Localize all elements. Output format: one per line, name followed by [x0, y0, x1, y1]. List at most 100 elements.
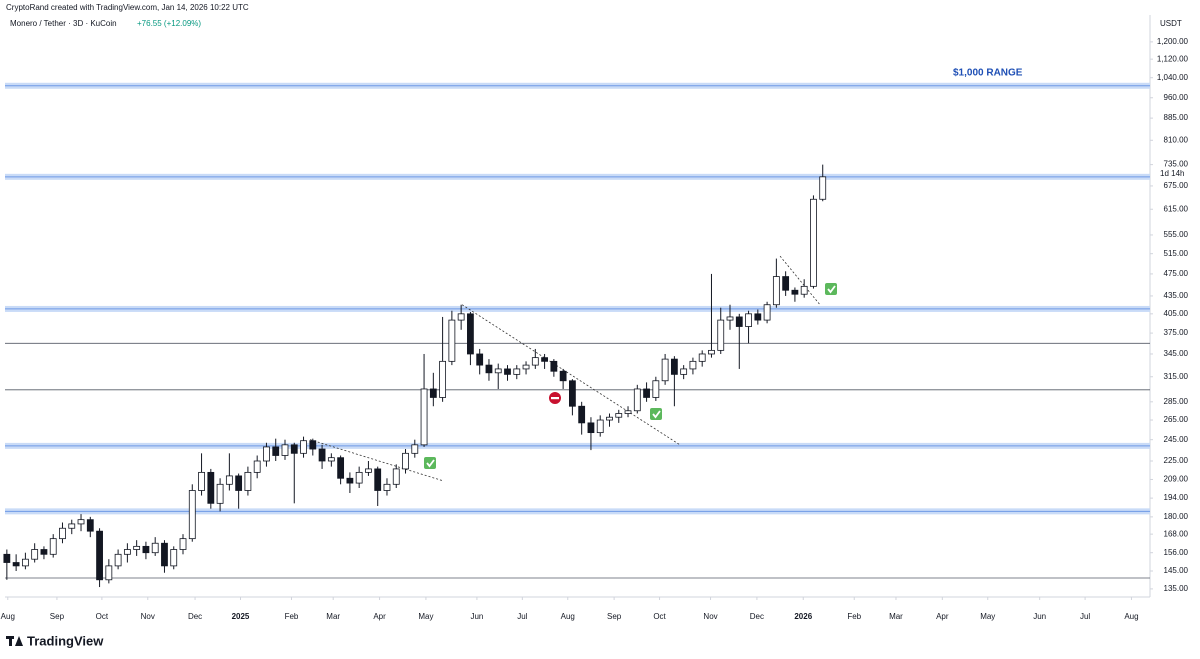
x-tick-label: 2025: [232, 612, 250, 621]
candle: [559, 368, 567, 389]
candle-body: [448, 319, 456, 362]
candle-body: [559, 370, 567, 382]
candle-body: [541, 357, 548, 362]
candle: [123, 543, 131, 563]
candle-body: [272, 446, 280, 456]
candle-body: [522, 364, 530, 370]
candle: [96, 528, 103, 588]
candle-body: [77, 519, 85, 525]
candle-body: [726, 316, 734, 321]
candle: [142, 541, 150, 560]
candle: [161, 540, 168, 573]
candle: [179, 534, 187, 555]
candle-body: [300, 440, 307, 454]
candle: [383, 478, 391, 496]
currency: USDT: [1160, 19, 1182, 28]
y-tick-label: 675.00: [1164, 181, 1189, 190]
candle-body: [151, 542, 159, 554]
range-annotation: $1,000 RANGE: [953, 68, 1023, 79]
candle-body: [457, 313, 465, 321]
candle: [253, 455, 261, 479]
x-tick-label: Aug: [561, 612, 575, 621]
candle: [698, 350, 706, 367]
candle-body: [615, 413, 623, 418]
candle: [448, 310, 456, 366]
candle-body: [439, 360, 447, 398]
candle: [12, 554, 20, 572]
x-tick-label: Dec: [750, 612, 764, 621]
candle-body: [225, 475, 233, 485]
y-tick-label: 315.00: [1164, 372, 1189, 381]
candle-body: [717, 319, 725, 351]
candle-body: [216, 483, 224, 504]
candle-body: [68, 523, 76, 529]
x-tick-label: Mar: [889, 612, 903, 621]
candle: [337, 455, 345, 485]
candle: [541, 353, 548, 369]
y-tick-label: 615.00: [1164, 204, 1189, 213]
candle-body: [504, 368, 511, 375]
candle: [587, 417, 595, 451]
candle: [494, 363, 502, 389]
candle: [235, 473, 243, 509]
candle: [86, 516, 94, 538]
x-tick-label: Jun: [1033, 612, 1046, 621]
candle: [457, 304, 465, 330]
candle: [21, 552, 29, 570]
candle-body: [374, 468, 382, 491]
candle-body: [569, 380, 576, 407]
candle-body: [309, 440, 317, 450]
y-tick-label: 375.00: [1164, 328, 1189, 337]
candle: [207, 468, 215, 509]
candle-body: [735, 316, 743, 327]
candle-body: [810, 198, 817, 287]
candle-body: [708, 349, 715, 355]
candle: [77, 514, 85, 532]
candle-body: [680, 368, 688, 375]
trendline: [779, 255, 821, 305]
candle: [819, 164, 827, 202]
candle-body: [40, 549, 48, 555]
x-tick-label: Nov: [141, 612, 155, 621]
candle: [198, 453, 205, 496]
candle: [670, 356, 678, 407]
candle-body: [513, 368, 521, 375]
candle-body: [587, 422, 595, 434]
candle-body: [791, 289, 799, 295]
candle: [263, 442, 270, 467]
candle: [708, 273, 715, 358]
y-tick-label: 960.00: [1164, 93, 1189, 102]
plot: [3, 82, 1150, 588]
candle: [513, 365, 521, 380]
candle-body: [86, 519, 94, 532]
x-tick-label: Jul: [1080, 612, 1090, 621]
candle: [643, 382, 650, 402]
candle: [59, 522, 66, 544]
candle: [680, 365, 688, 380]
candle-body: [263, 446, 270, 462]
candle-body: [235, 475, 243, 491]
candle-body: [578, 405, 586, 424]
candle-body: [188, 490, 196, 540]
trendline: [309, 439, 443, 482]
y-tick-label: 1,200.00: [1157, 37, 1189, 46]
candle-body: [476, 353, 484, 366]
check-icon: [650, 408, 662, 420]
candle: [596, 415, 604, 437]
candle-body: [596, 419, 604, 434]
y-tick-label: 435.00: [1164, 291, 1189, 300]
candle-body: [49, 538, 57, 555]
x-tick-label: Oct: [653, 612, 666, 621]
candle: [68, 519, 76, 535]
candle: [225, 453, 233, 491]
candle: [689, 357, 697, 375]
candle: [735, 313, 743, 369]
candle: [290, 442, 298, 504]
candle: [411, 439, 419, 458]
candle-body: [429, 388, 437, 398]
trendline: [461, 304, 681, 446]
candle: [810, 195, 817, 289]
check-icon: [424, 457, 436, 469]
candle: [49, 534, 57, 558]
candle-body: [411, 444, 419, 454]
